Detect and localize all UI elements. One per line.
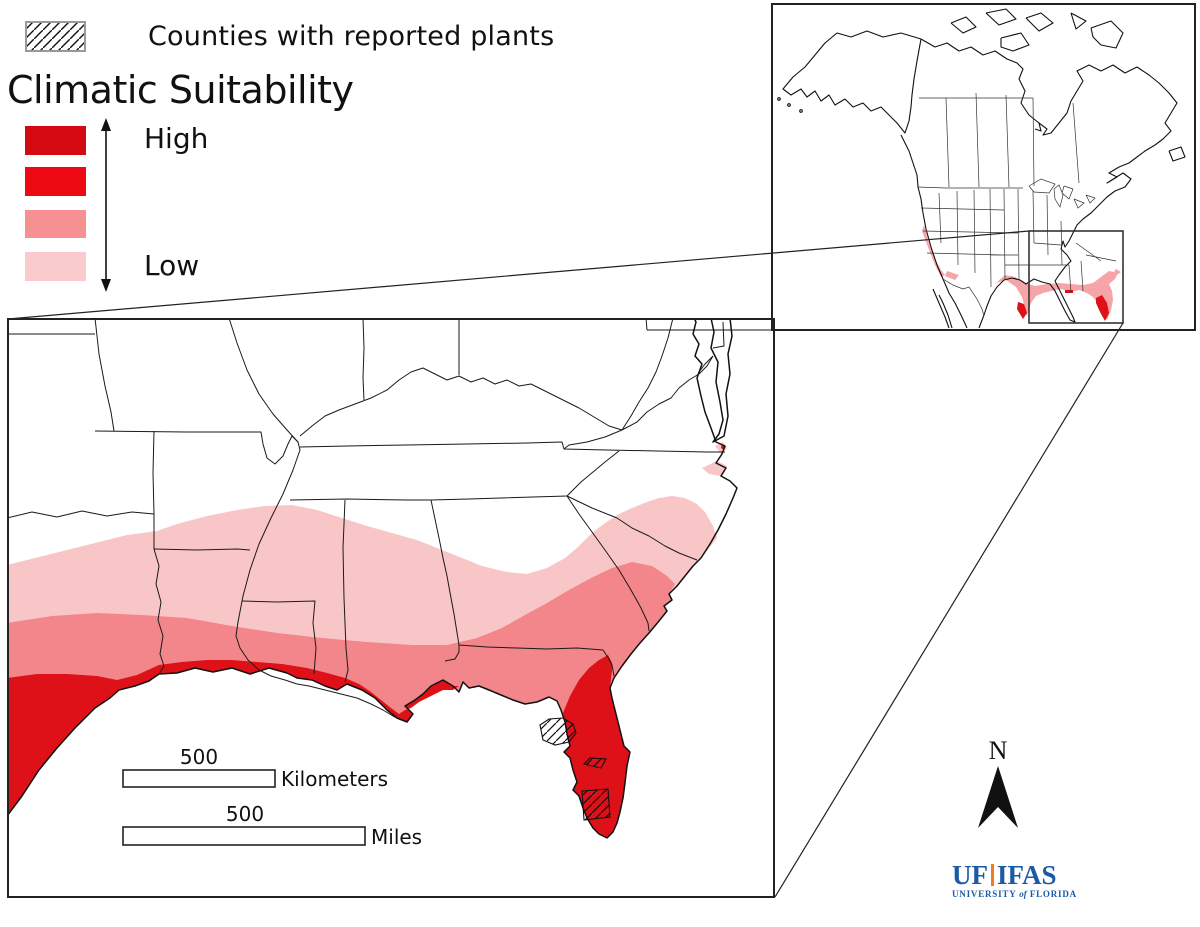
scale-mi-unit: Miles [371,825,422,849]
logo-divider-bar [991,864,994,886]
logo-university-line: UNIVERSITY of FLORIDA [952,889,1077,899]
suitability-medium-region [7,562,675,838]
reported-county-hatches [539,717,611,821]
legend-high-label: High [144,122,209,155]
suitability-swatch-mid-high [25,167,86,196]
inset-frame [771,3,1196,331]
inset-map-north-america [771,3,1196,331]
high-low-arrow-icon [101,118,111,292]
legend-title: Climatic Suitability [7,68,354,112]
coastline [7,318,738,839]
inset-coastlines [777,8,1186,329]
north-arrow-icon [978,766,1018,828]
counties-legend-label: Counties with reported plants [148,21,555,52]
counties-hatch-swatch [25,21,86,52]
uf-ifas-logo: UF IFAS UNIVERSITY of FLORIDA [952,860,1077,900]
logo-ifas-text: IFAS [997,860,1057,890]
scale-bar-miles: 500 Miles [122,802,422,849]
suitability-swatch-high [25,126,86,155]
scale-km-unit: Kilometers [281,767,388,791]
north-arrow-label: N [988,736,1008,765]
legend-low-label: Low [144,249,200,282]
scale-bar-kilometers: 500 Kilometers [122,745,388,791]
north-arrow: N [972,736,1024,832]
scale-mi-value: 500 [226,802,264,826]
main-map-southeast-us: 500 Kilometers 500 Miles [7,318,775,898]
scale-km-value: 500 [180,745,218,769]
logo-uf-text: UF [952,860,988,890]
suitability-swatch-low [25,252,86,281]
suitability-swatch-medium [25,210,86,238]
